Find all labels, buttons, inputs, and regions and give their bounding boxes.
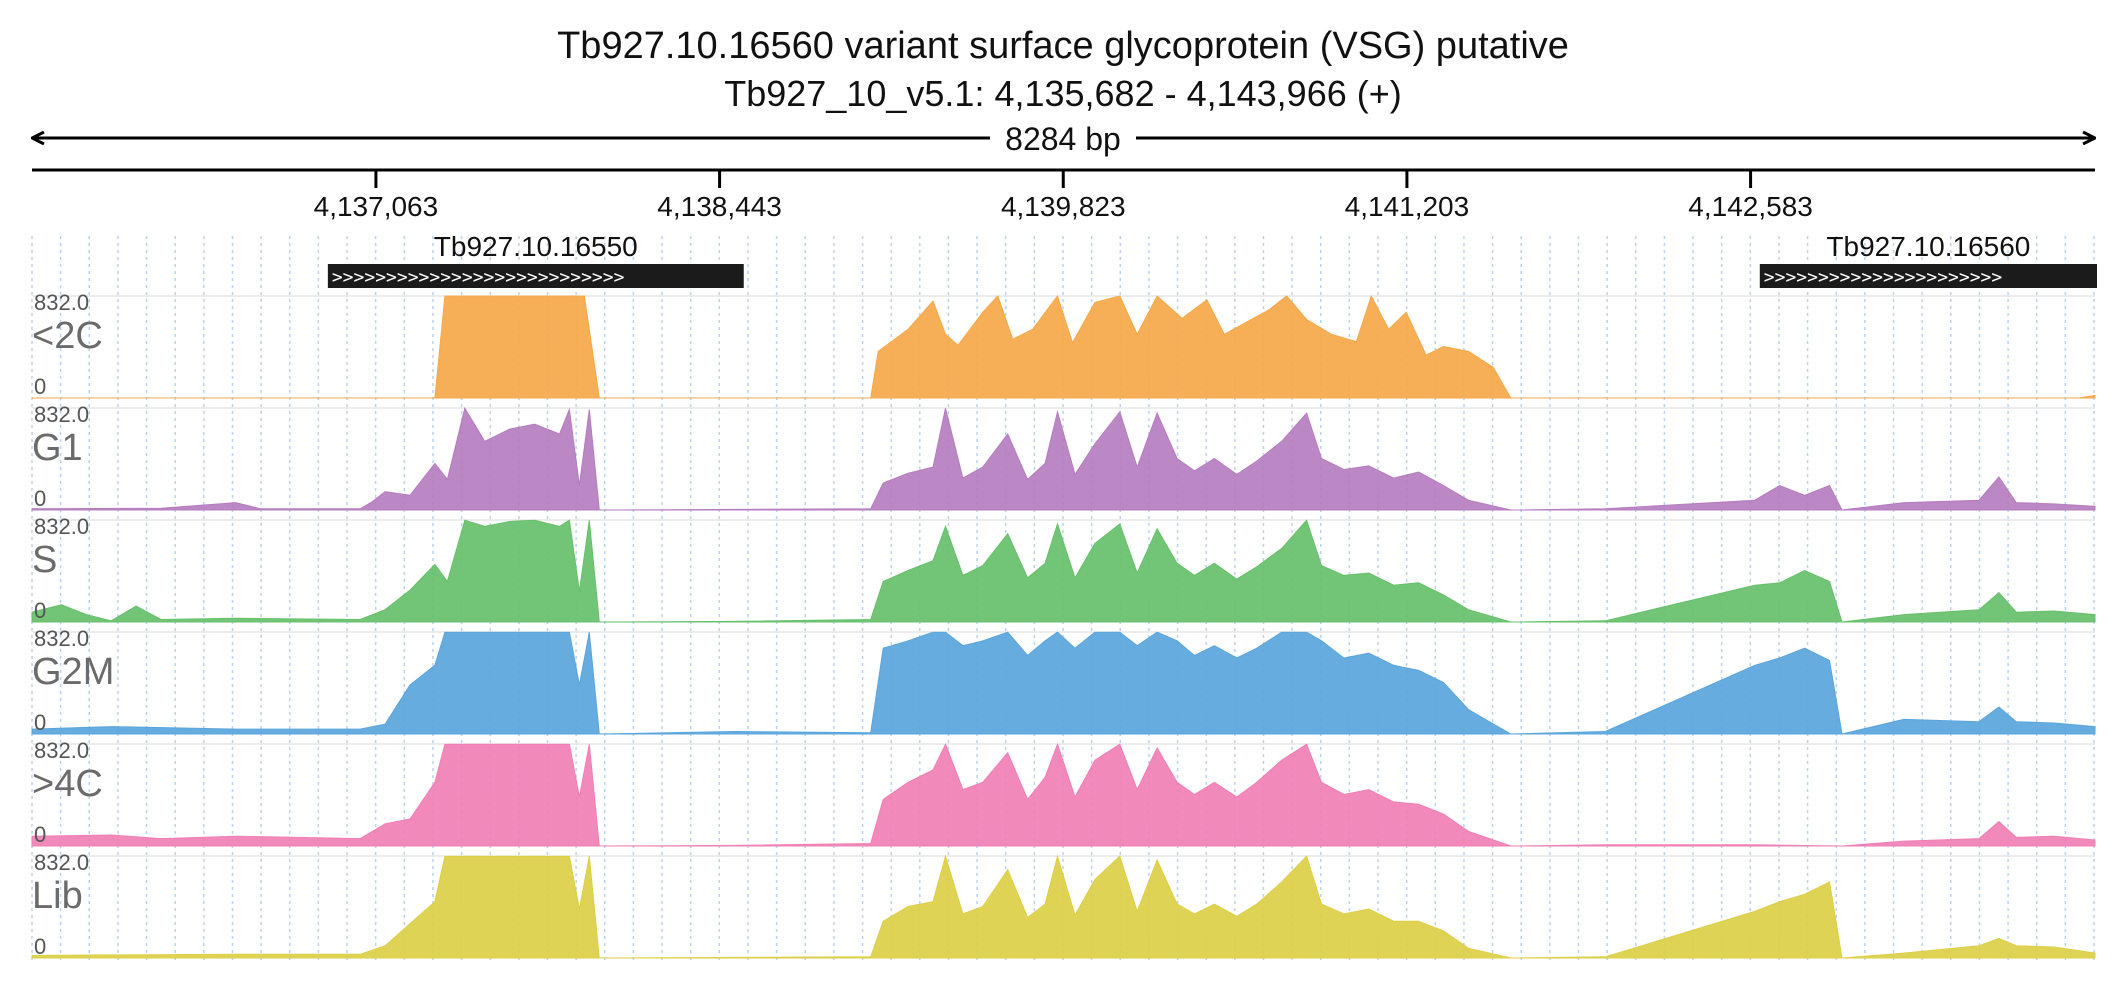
x-tick-label: 4,142,583 [1688,191,1813,222]
gene-label: Tb927.10.16550 [434,231,638,262]
track-ymin-label: 0 [34,710,46,735]
gene-strand-glyphs: >>>>>>>>>>>>>>>>>>>>>>>>>>> [332,267,625,288]
track-2: 832.0 0 S [31,514,2096,623]
track-area [31,406,2096,511]
track-ymax-label: 832.0 [34,626,89,651]
track-area [32,294,2096,399]
track-ymax-label: 832.0 [34,738,89,763]
track-ymax-label: 832.0 [34,850,89,875]
track-name-label: G1 [32,427,83,469]
track-3: 832.0 0 G2M [31,626,2096,735]
gene-bar [1759,264,2097,288]
track-0: 832.0 0 <2C [32,290,2096,399]
track-ymin-label: 0 [34,486,46,511]
x-tick-label: 4,137,063 [314,191,439,222]
track-name-label: S [32,539,57,581]
coverage-tracks: 832.00<2C832.00G1832.00S832.00G2M832.00>… [31,290,2096,959]
track-name-label: Lib [32,875,83,917]
track-1: 832.0 0 G1 [31,402,2096,511]
track-name-label: G2M [32,651,114,693]
track-5: 832.0 0 Lib [31,850,2096,959]
gene-bar [327,264,744,288]
span-label: 8284 bp [1005,121,1121,157]
span-label-bg [990,120,1136,156]
x-axis-ticks: 4,137,063 4,138,443 4,139,823 4,141,203 4,14… [314,170,1813,222]
track-4: 832.0 0 >4C [31,738,2096,847]
x-tick-label: 4,139,823 [1001,191,1126,222]
track-area [31,742,2096,847]
track-ymin-label: 0 [34,598,46,623]
track-ymax-label: 832.0 [34,290,89,315]
chart-subtitle: Tb927_10_v5.1: 4,135,682 - 4,143,966 (+) [724,73,1402,114]
track-ymax-label: 832.0 [34,402,89,427]
track-area [31,519,2096,623]
x-tick-label: 4,141,203 [1345,191,1470,222]
gene-label: Tb927.10.16560 [1826,231,2030,262]
track-area [31,854,2096,959]
track-ymax-label: 832.0 [34,514,89,539]
chart-title: Tb927.10.16560 variant surface glycoprot… [557,25,1569,67]
track-name-label: <2C [32,315,103,357]
track-area [31,631,2096,735]
x-tick-label: 4,138,443 [657,191,782,222]
track-ymin-label: 0 [34,934,46,959]
gene-strand-glyphs: >>>>>>>>>>>>>>>>>>>>>> [1764,267,2003,288]
track-ymin-label: 0 [34,822,46,847]
gene-models: Tb927.10.16550>>>>>>>>>>>>>>>>>>>>>>>>>>… [327,231,2097,288]
track-ymin-label: 0 [34,374,46,399]
span-indicator: 8284 bp [32,120,2095,157]
track-name-label: >4C [32,763,103,805]
